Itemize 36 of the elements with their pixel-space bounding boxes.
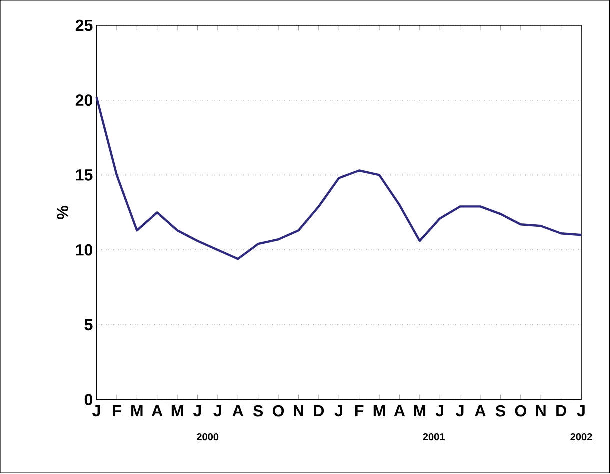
x-tick-label: D bbox=[556, 406, 566, 417]
x-tick-label: M bbox=[374, 406, 386, 417]
y-tick-label: 5 bbox=[84, 320, 93, 331]
x-tick-label: J bbox=[577, 406, 585, 417]
x-tick-label: S bbox=[496, 406, 506, 418]
x-tick-label: A bbox=[394, 406, 406, 417]
text: 2001 bbox=[423, 434, 445, 441]
x-tick-label: J bbox=[334, 406, 342, 417]
y-tick-label: 20 bbox=[76, 94, 93, 106]
x-tick-label: A bbox=[232, 406, 244, 417]
y-axis-title: % bbox=[57, 206, 68, 220]
x-tick-label: O bbox=[272, 406, 284, 418]
x-tick-label: F bbox=[355, 406, 364, 417]
x-tick-label: M bbox=[172, 406, 184, 417]
x-tick-label: S bbox=[253, 406, 264, 418]
x-tick-label: J bbox=[92, 406, 100, 417]
y-tick-label: 10 bbox=[76, 244, 93, 256]
y-tick-label: 0 bbox=[84, 394, 93, 406]
x-tick-label: N bbox=[294, 406, 304, 417]
y-tick-label: 25 bbox=[76, 20, 93, 32]
text: 2000 bbox=[197, 434, 219, 441]
x-tick-label: A bbox=[152, 406, 163, 417]
text: 2002 bbox=[570, 434, 592, 441]
x-tick-label: D bbox=[314, 406, 324, 417]
line-series bbox=[96, 96, 583, 260]
x-tick-label: F bbox=[113, 406, 122, 417]
x-tick-label: N bbox=[536, 406, 546, 417]
x-tick-label: M bbox=[414, 406, 426, 417]
y-tick-label: 15 bbox=[76, 170, 93, 182]
x-tick-label: A bbox=[475, 406, 486, 417]
x-tick-label: J bbox=[194, 406, 202, 417]
x-tick-label: J bbox=[436, 406, 444, 417]
x-tick-label: M bbox=[132, 406, 143, 417]
x-tick-label: J bbox=[456, 406, 464, 417]
x-tick-label: J bbox=[214, 406, 222, 417]
x-tick-label: O bbox=[515, 406, 526, 418]
